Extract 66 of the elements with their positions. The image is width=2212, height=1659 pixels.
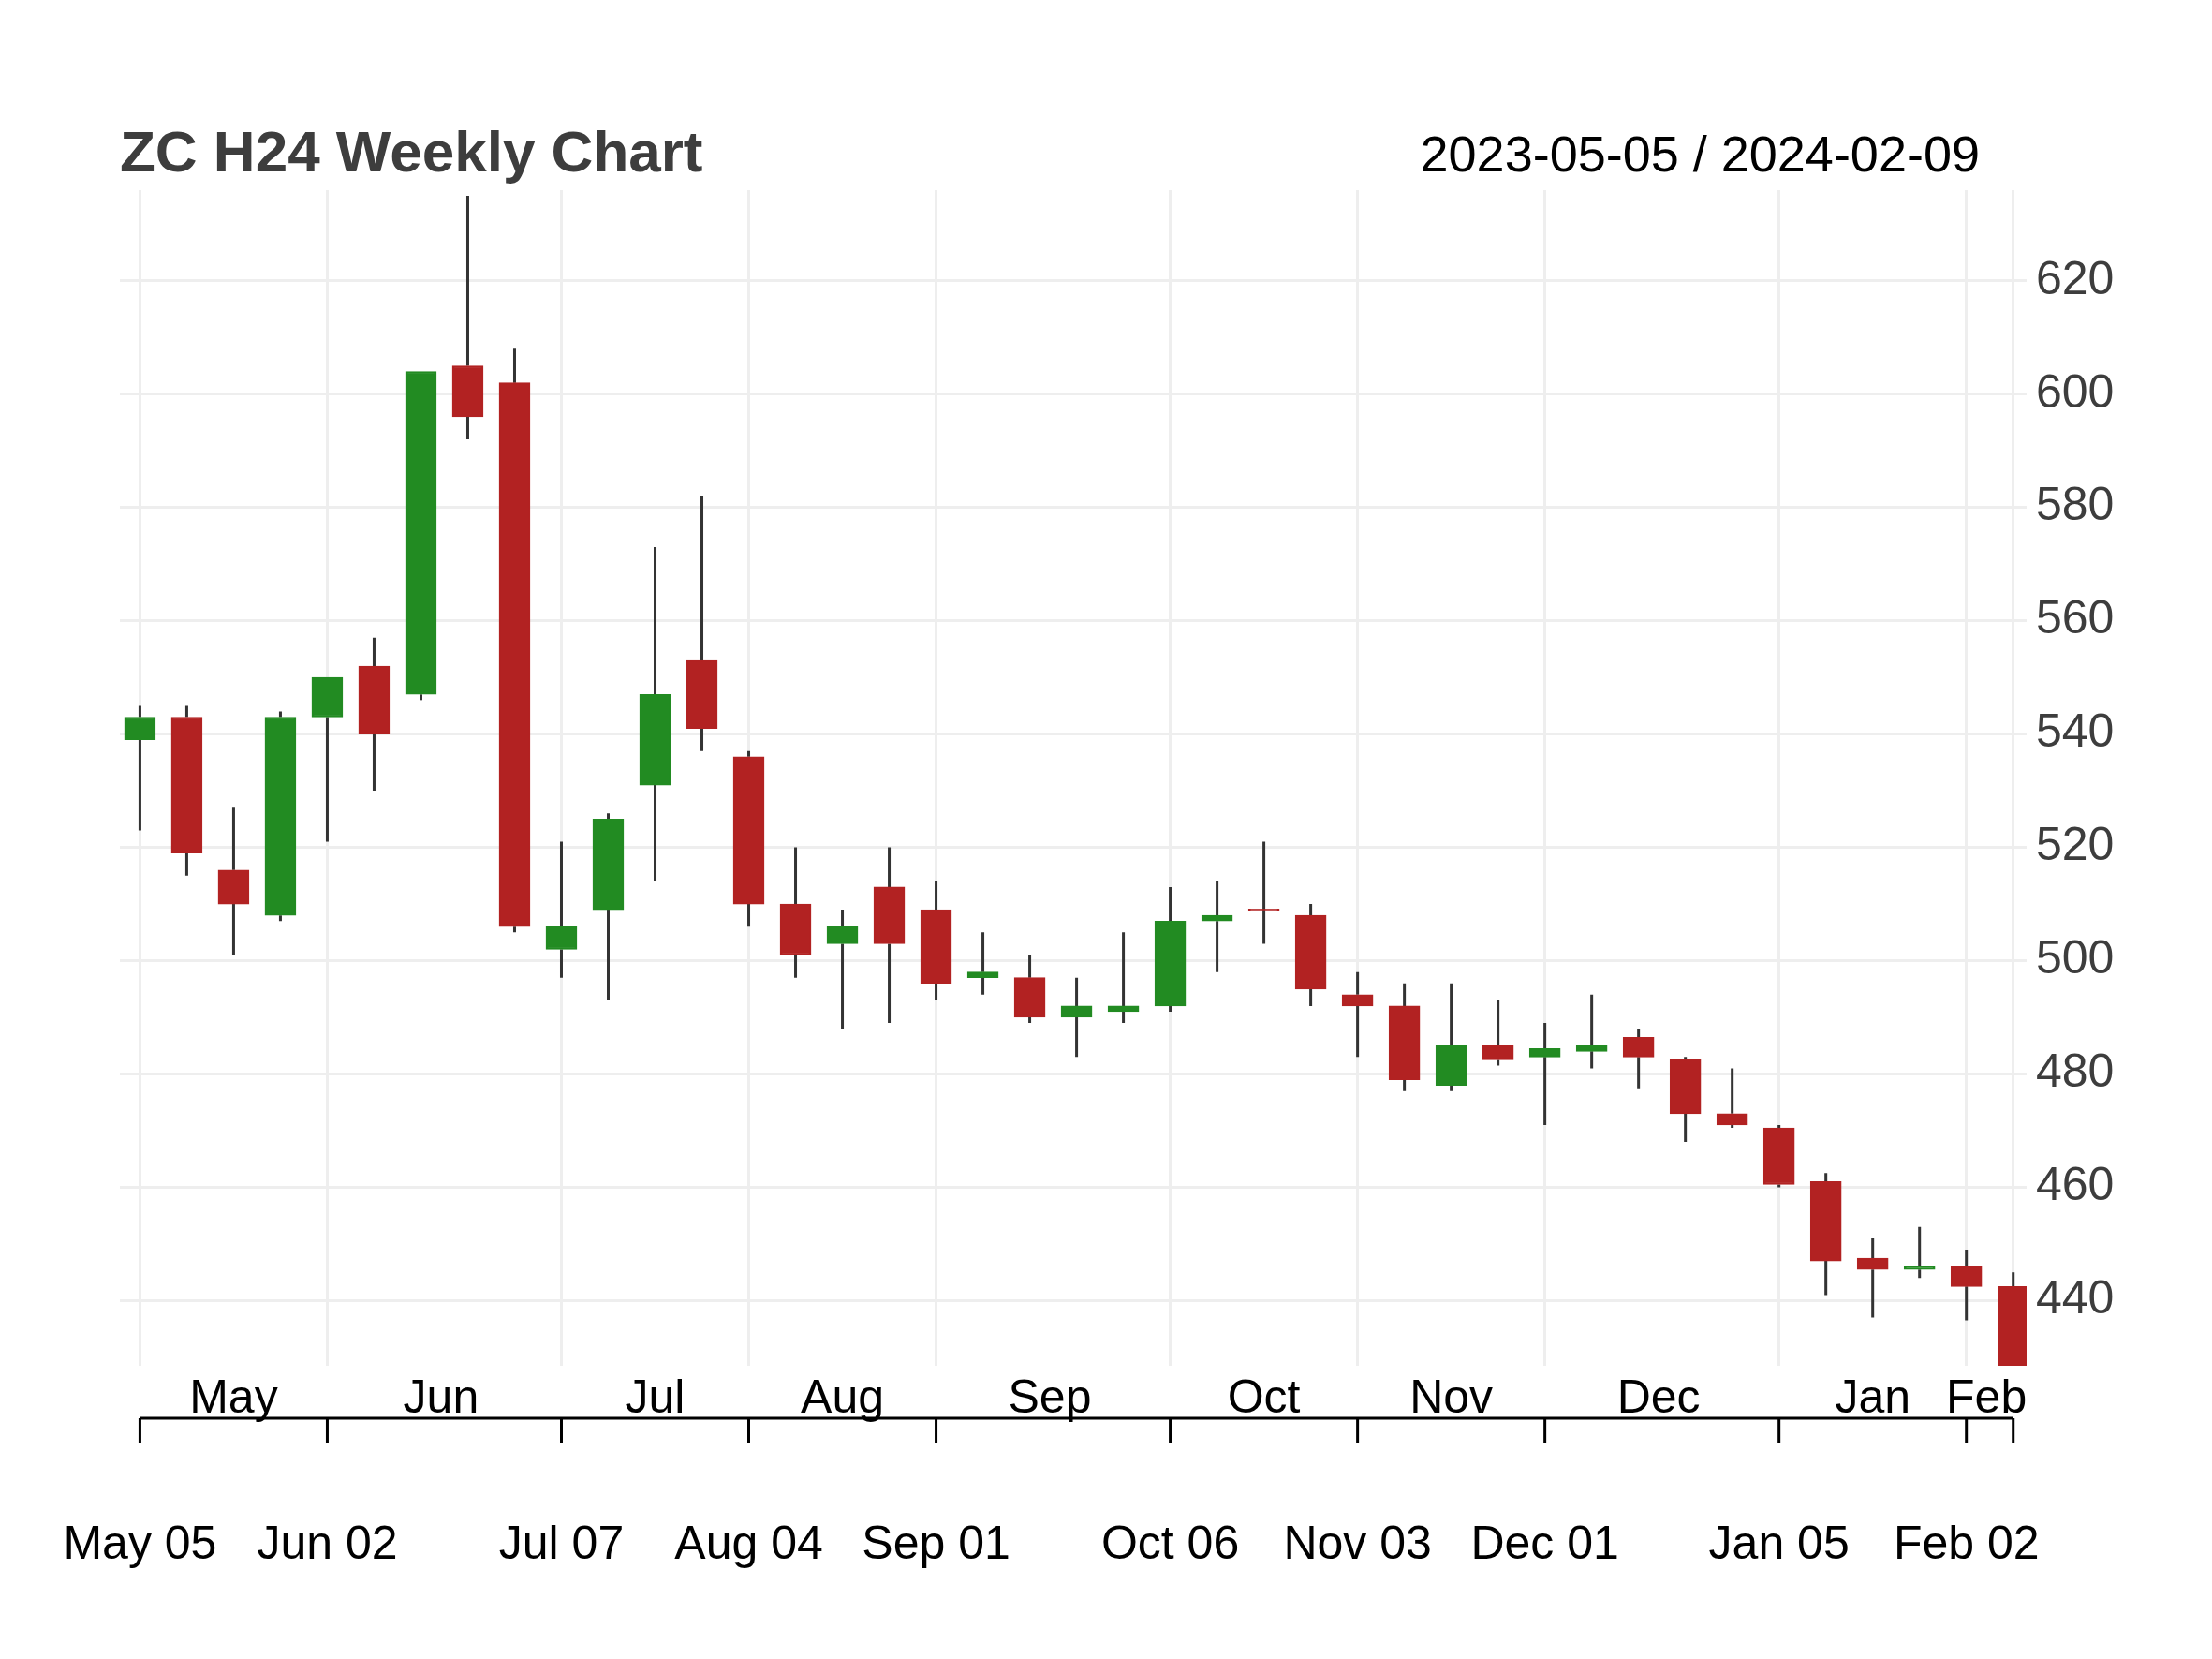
candlestick [545,841,578,978]
candlestick [1154,886,1187,1012]
chart-title: ZC H24 Weekly Chart [120,119,703,184]
x-tick-label: Nov 03 [1283,1517,1432,1569]
y-tick-label: 520 [2036,818,2115,871]
candlestick [966,932,999,995]
y-tick-label: 620 [2036,251,2115,304]
x2-tick-label: Dec [1616,1370,1701,1423]
x2-tick-label: May [189,1370,278,1423]
candlestick [1294,904,1327,1006]
candlestick [311,676,344,842]
candlestick [451,196,484,440]
candlestick [826,910,859,1029]
x-tick-label: May 05 [63,1517,217,1569]
candlestick [1013,955,1046,1024]
chart-subtitle: 2023-05-05 / 2024-02-09 [1420,126,1980,182]
candlestick [1950,1250,1983,1321]
candlestick [264,711,297,922]
y-tick-label: 500 [2036,931,2115,985]
candlestick [1903,1226,1936,1279]
candlestick [170,705,203,876]
candlestick [124,705,156,831]
x-tick-label: Jun 02 [257,1517,398,1569]
y-tick-label: 540 [2036,704,2115,758]
candlestick [1716,1068,1748,1128]
candlestick [1856,1237,1889,1318]
candlestick [592,813,625,1000]
candlestick [498,348,531,933]
candlestick [217,807,250,955]
candlestick [1388,983,1421,1091]
x2-tick-label: Oct [1227,1370,1301,1423]
candlestick [358,637,391,792]
candlestick [920,881,952,1000]
candlestick [779,847,812,978]
x2-tick-label: Nov [1409,1370,1494,1423]
y-tick-label: 480 [2036,1044,2115,1098]
candlestick [1482,1000,1514,1066]
x-tick-label: Sep 01 [862,1517,1010,1569]
x2-tick-label: Jul [625,1370,686,1423]
candlestick [639,547,671,881]
x-tick-label: Jul 07 [498,1517,625,1569]
x2-tick-label: Sep [1008,1370,1092,1423]
x2-tick-label: Jan [1835,1370,1910,1423]
y-tick-label: 560 [2036,591,2115,644]
candlestick [1528,1023,1561,1125]
x2-tick-label: Feb [1946,1370,2028,1423]
candlestick [1435,983,1467,1091]
candlestick [1201,881,1233,972]
x-tick-label: Jan 05 [1708,1517,1850,1569]
candlestick [732,750,765,927]
x2-tick-label: Jun [403,1370,479,1423]
y-tick-label: 460 [2036,1158,2115,1211]
y-tick-label: 600 [2036,364,2115,418]
candlestick [1622,1029,1655,1089]
x-tick-label: Feb 02 [1893,1517,2040,1569]
candlestick [873,847,906,1024]
x-tick-label: Aug 04 [674,1517,823,1569]
y-tick-label: 580 [2036,478,2115,531]
candlestick [1575,994,1608,1069]
y-tick-label: 440 [2036,1271,2115,1325]
candlestick [1809,1173,1842,1296]
candlestick [686,496,718,751]
candlestick [1669,1057,1702,1143]
x-tick-label: Oct 06 [1100,1517,1240,1569]
x-tick-label: Dec 01 [1470,1517,1619,1569]
x2-tick-label: Aug [801,1370,885,1423]
